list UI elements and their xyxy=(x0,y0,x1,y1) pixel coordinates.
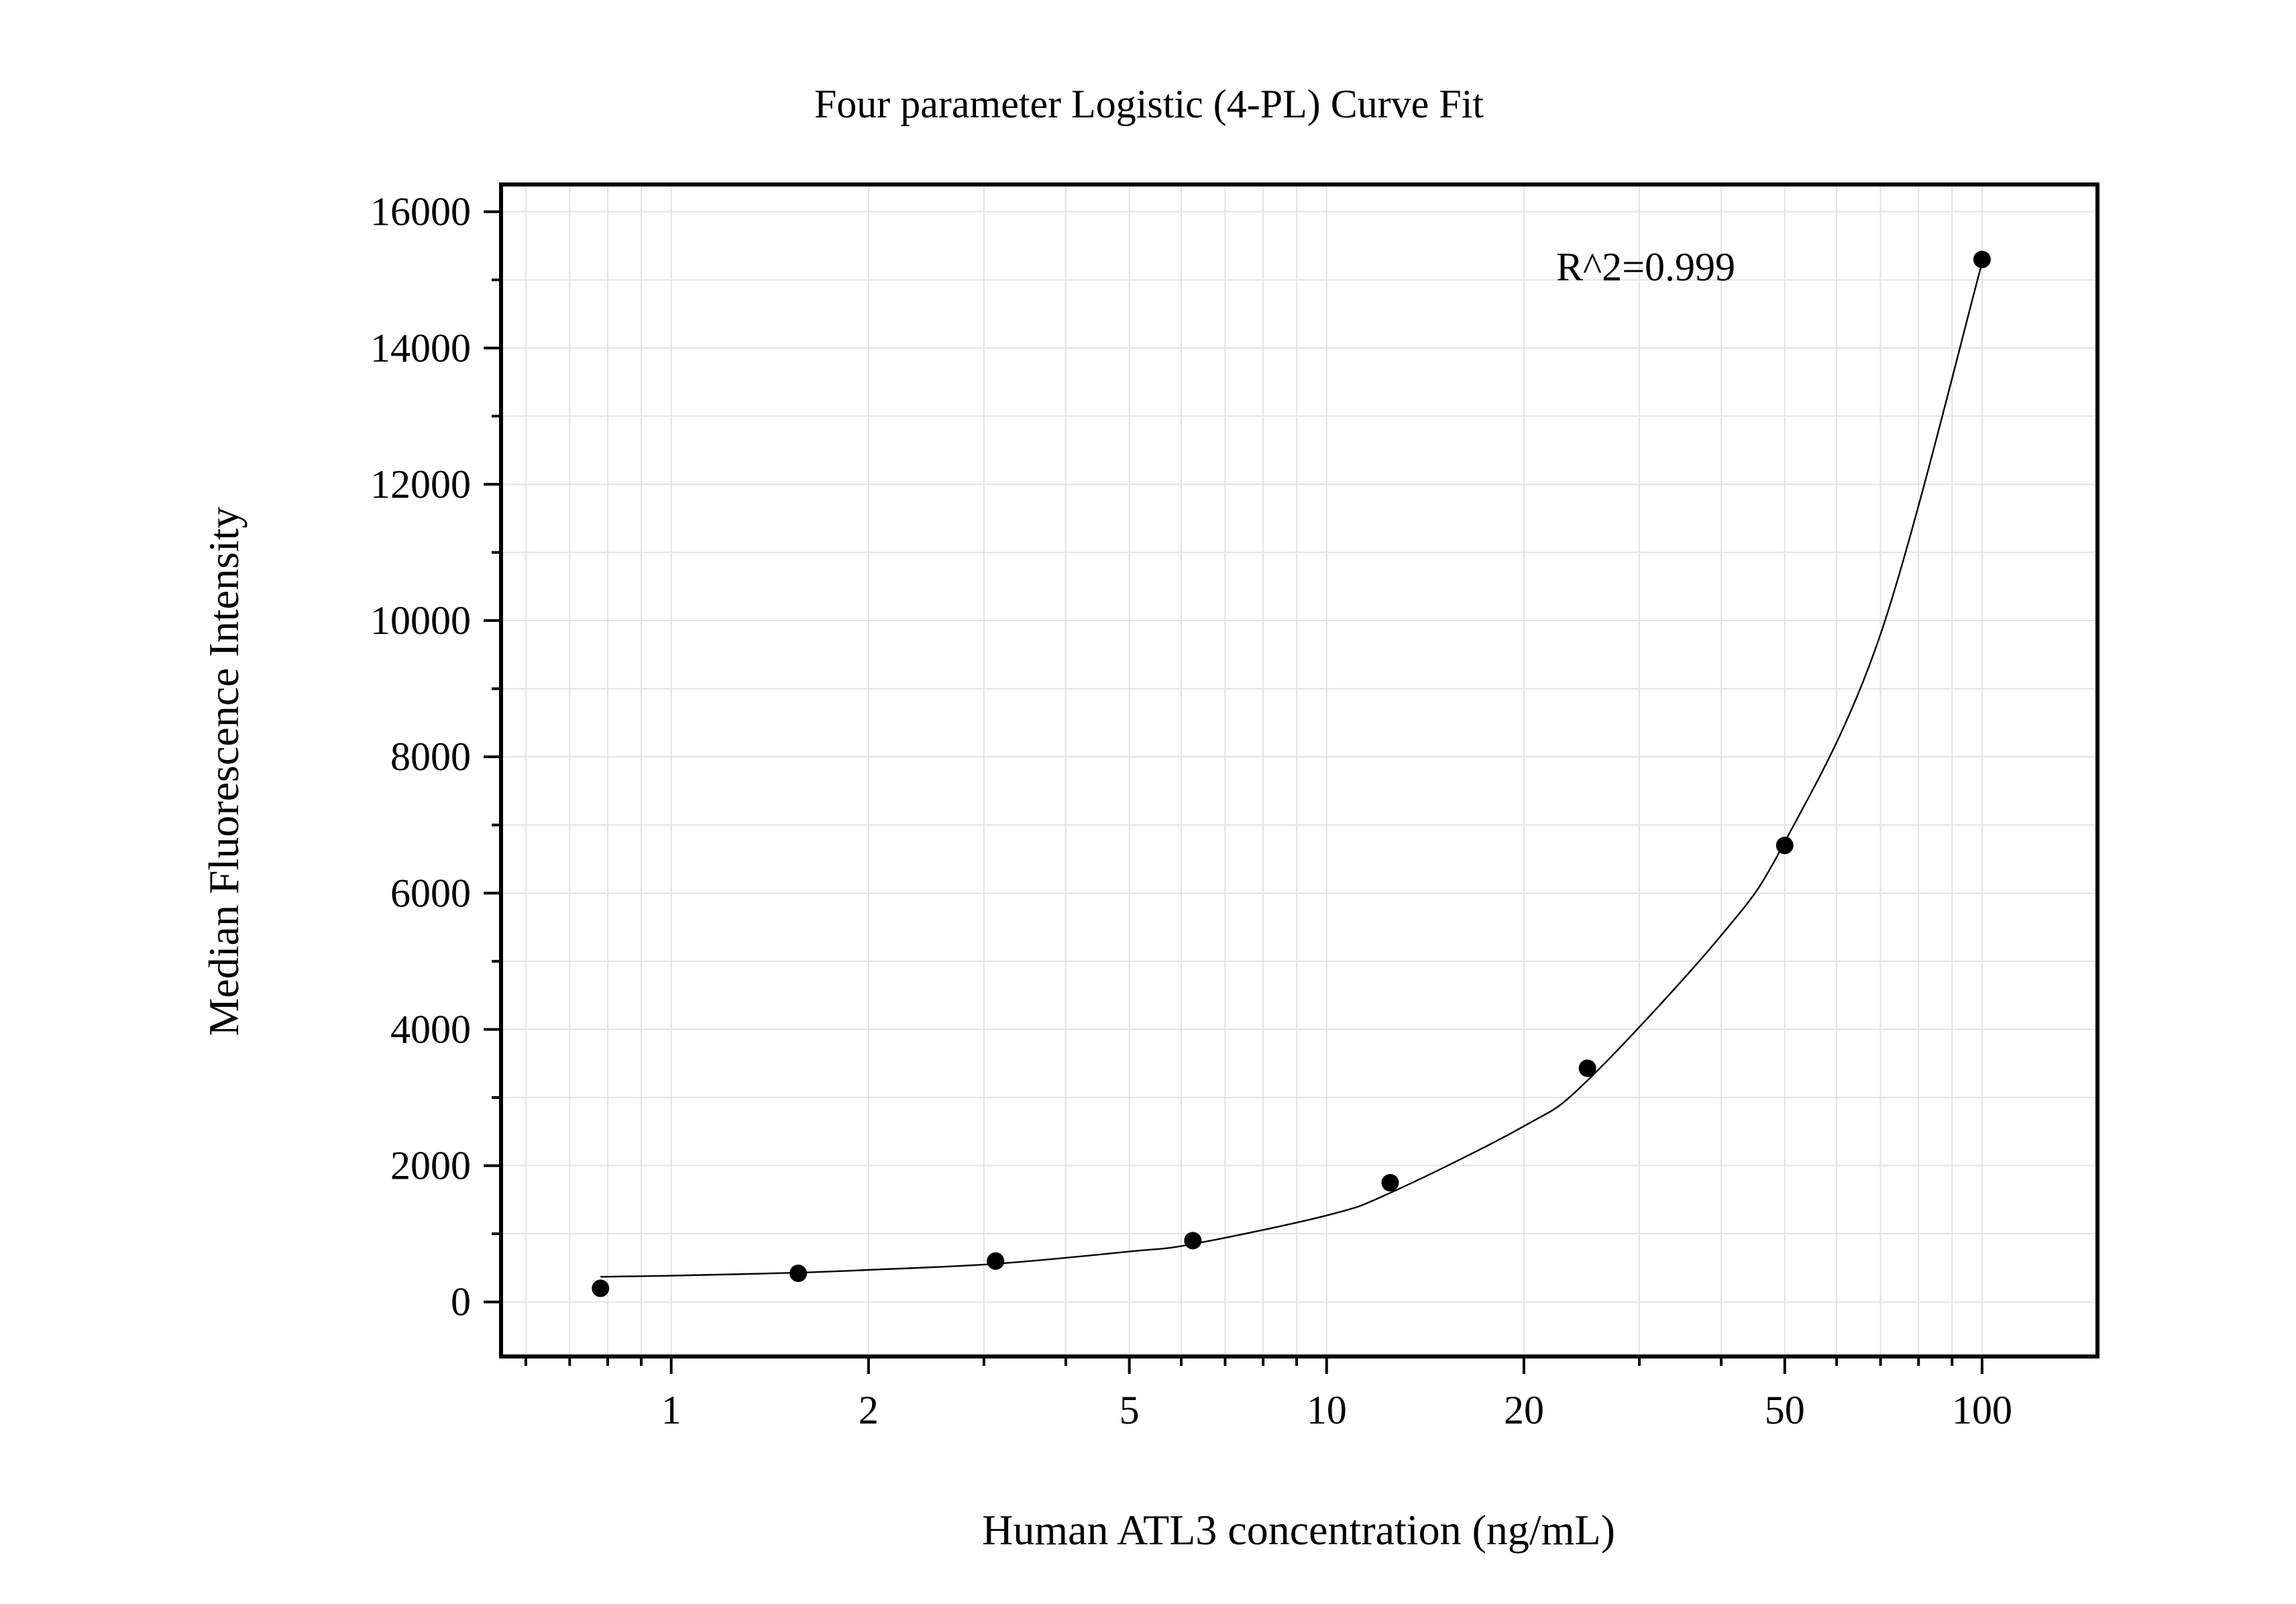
chart-title: Four parameter Logistic (4-PL) Curve Fit xyxy=(814,82,1484,126)
data-points xyxy=(592,250,1991,1297)
data-point xyxy=(1381,1173,1399,1191)
y-tick-label: 12000 xyxy=(370,462,471,506)
data-point xyxy=(1184,1232,1202,1250)
y-tick-label: 10000 xyxy=(370,598,471,643)
y-axis-label: Median Fluorescence Intensity xyxy=(200,506,248,1036)
data-point xyxy=(592,1279,610,1297)
axis-ticks xyxy=(484,210,1983,1374)
x-tick-label: 5 xyxy=(1119,1388,1140,1432)
y-tick-label: 16000 xyxy=(370,190,471,234)
x-tick-label: 100 xyxy=(1952,1388,2012,1432)
data-point xyxy=(1578,1059,1596,1077)
data-point xyxy=(1973,250,1991,268)
x-tick-label: 10 xyxy=(1307,1388,1347,1432)
y-tick-label: 8000 xyxy=(390,735,471,779)
tick-labels: 1 2 5 10 20 50 100 0 2000 4000 6000 8000 10000 12000 1… xyxy=(370,190,2012,1432)
x-tick-label: 20 xyxy=(1504,1388,1544,1432)
grid-lines xyxy=(501,184,2097,1356)
data-point xyxy=(987,1252,1005,1270)
x-tick-label: 50 xyxy=(1765,1388,1805,1432)
data-point xyxy=(789,1265,808,1283)
y-tick-label: 6000 xyxy=(390,871,471,915)
y-tick-label: 14000 xyxy=(370,326,471,370)
data-point xyxy=(1775,837,1794,855)
y-tick-label: 4000 xyxy=(390,1007,471,1051)
y-tick-label: 2000 xyxy=(390,1144,471,1188)
y-tick-label: 0 xyxy=(451,1280,471,1324)
fit-curve-layer xyxy=(600,262,1983,1278)
r-squared-annotation: R^2=0.999 xyxy=(1556,245,1735,289)
plot-frame xyxy=(499,182,2099,1358)
fit-curve xyxy=(600,262,1983,1278)
x-tick-label: 2 xyxy=(859,1388,879,1432)
x-axis-label: Human ATL3 concentration (ng/mL) xyxy=(982,1506,1615,1554)
x-tick-label: 1 xyxy=(661,1388,681,1432)
